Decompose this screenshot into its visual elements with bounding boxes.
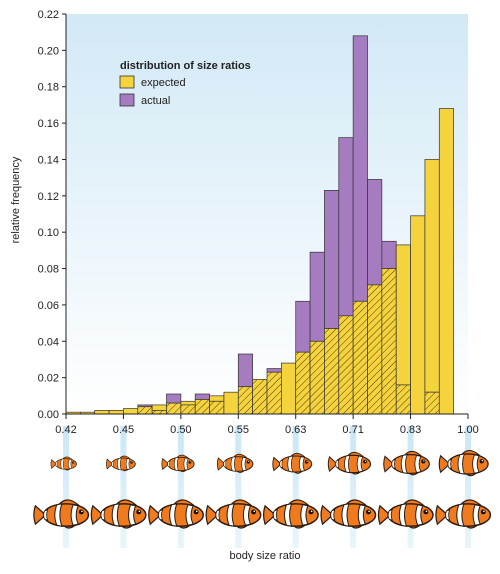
ratio-stripe xyxy=(177,426,184,548)
clownfish-icon xyxy=(327,451,372,475)
y-tick-label: 0.18 xyxy=(38,82,59,94)
bar-overlap xyxy=(266,371,282,415)
x-tick-label: 1.00 xyxy=(457,424,478,436)
y-axis: 0.00 0.02 0.04 0.06 0.08 0.10 0.12 0.14 0.16 0.18… xyxy=(38,9,67,421)
y-tick-label: 0.10 xyxy=(38,227,59,239)
bar-overlap xyxy=(137,406,153,415)
clownfish-icon xyxy=(438,449,489,477)
clownfish-icon xyxy=(216,453,254,473)
bar-overlap xyxy=(180,404,196,415)
clownfish-icon xyxy=(105,455,136,472)
bar-expected xyxy=(108,410,124,415)
legend-label-expected: expected xyxy=(141,77,186,89)
bar-overlap xyxy=(338,315,354,415)
x-tick-label: 0.45 xyxy=(113,424,134,436)
x-tick-label: 0.83 xyxy=(400,424,421,436)
x-tick-label: 0.42 xyxy=(55,424,76,436)
clownfish-icon xyxy=(272,452,313,474)
x-tick-label: 0.71 xyxy=(342,424,363,436)
bar-overlap xyxy=(367,284,383,415)
bar-expected xyxy=(123,408,139,415)
legend-swatch-expected xyxy=(119,75,135,89)
clownfish-icon xyxy=(377,499,434,529)
x-axis-title: body size ratio xyxy=(230,550,301,562)
clownfish-icon xyxy=(50,456,77,471)
bar-overlap xyxy=(352,300,368,415)
clownfish-icon xyxy=(90,499,147,529)
bar-expected xyxy=(94,410,110,415)
bar-actual xyxy=(381,240,397,269)
fish-illustrations xyxy=(33,449,492,529)
bar-expected xyxy=(209,395,225,402)
ratio-stripes xyxy=(63,426,471,548)
legend: distribution of size ratios expected act… xyxy=(119,60,251,107)
y-tick-label: 0.12 xyxy=(38,191,59,203)
histogram-bars xyxy=(65,35,454,415)
clownfish-icon xyxy=(205,499,262,529)
bar-actual xyxy=(295,300,311,353)
bar-overlap xyxy=(295,351,311,415)
clownfish-icon xyxy=(435,499,492,529)
bar-overlap xyxy=(381,268,397,415)
x-tick-label: 0.55 xyxy=(228,424,249,436)
bar-expected xyxy=(424,159,440,393)
y-tick-label: 0.04 xyxy=(38,336,59,348)
bar-overlap xyxy=(166,402,182,415)
ratio-stripe xyxy=(292,426,299,548)
clownfish-icon xyxy=(320,499,377,529)
y-tick-label: 0.14 xyxy=(38,154,59,166)
bar-expected xyxy=(281,362,297,415)
y-tick-label: 0.00 xyxy=(38,409,59,421)
bar-overlap xyxy=(151,410,167,415)
bar-actual xyxy=(237,353,253,388)
bar-actual xyxy=(309,251,325,342)
y-tick-label: 0.22 xyxy=(38,9,59,21)
ratio-stripe xyxy=(350,426,357,548)
y-tick-label: 0.16 xyxy=(38,118,59,130)
y-tick-label: 0.06 xyxy=(38,300,59,312)
ratio-stripe xyxy=(235,426,242,548)
bar-expected xyxy=(223,391,239,415)
x-tick-label: 0.50 xyxy=(170,424,191,436)
ratio-stripe xyxy=(407,426,414,548)
bar-expected xyxy=(151,404,167,411)
bar-overlap xyxy=(252,379,268,415)
x-tick-label: 0.63 xyxy=(285,424,306,436)
ratio-stripe xyxy=(465,426,471,548)
clownfish-icon xyxy=(161,454,195,473)
bar-actual xyxy=(352,35,368,302)
bar-overlap xyxy=(237,386,253,415)
clownfish-icon xyxy=(383,450,430,476)
bar-overlap xyxy=(424,391,440,415)
bar-actual xyxy=(338,137,354,317)
y-tick-label: 0.02 xyxy=(38,373,59,385)
clownfish-icon xyxy=(262,499,319,529)
bar-expected xyxy=(180,400,196,406)
ratio-stripe xyxy=(120,426,127,548)
bar-actual xyxy=(324,190,340,329)
bar-overlap xyxy=(309,340,325,415)
bar-actual xyxy=(194,393,210,400)
legend-swatch-actual xyxy=(119,93,135,107)
clownfish-icon xyxy=(148,499,205,529)
legend-label-actual: actual xyxy=(141,95,170,107)
bar-overlap xyxy=(395,384,411,415)
bar-overlap xyxy=(194,399,210,415)
y-axis-title: relative frequency xyxy=(10,156,22,243)
bar-overlap xyxy=(209,400,225,415)
bar-actual xyxy=(266,368,282,373)
bar-expected xyxy=(395,244,411,386)
y-tick-label: 0.20 xyxy=(38,45,59,57)
x-axis: 0.42 0.45 0.50 0.55 0.63 0.71 0.83 1.00 xyxy=(55,413,479,436)
legend-title: distribution of size ratios xyxy=(120,60,251,72)
bar-expected xyxy=(410,215,426,415)
bar-overlap xyxy=(324,328,340,415)
y-tick-label: 0.08 xyxy=(38,264,59,276)
bar-actual xyxy=(367,179,383,286)
bar-actual xyxy=(166,393,182,404)
clownfish-icon xyxy=(33,499,90,529)
ratio-stripe xyxy=(63,426,69,548)
bar-expected xyxy=(438,108,454,415)
